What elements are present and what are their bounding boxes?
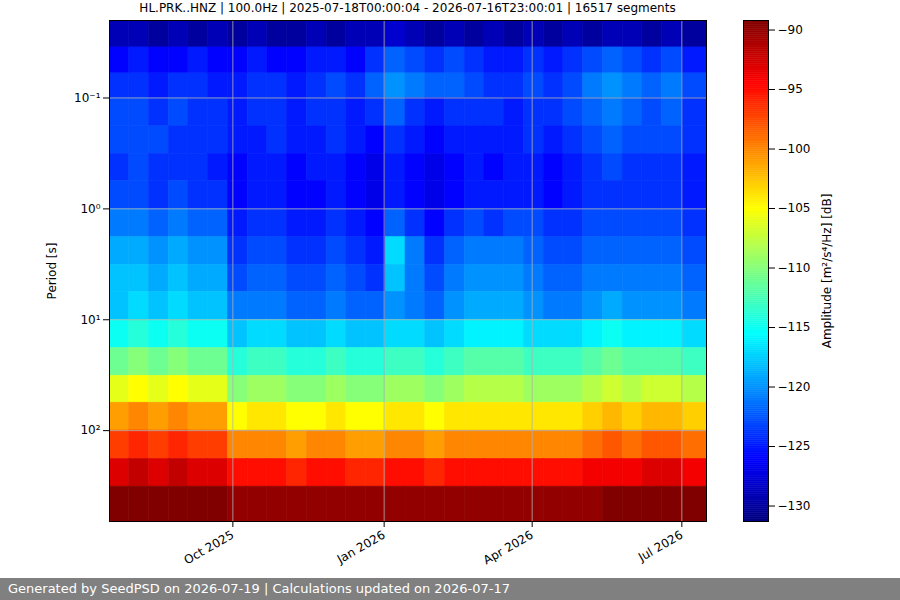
svg-text:Jan 2026: Jan 2026 <box>334 528 388 567</box>
html-text:HL.PRK..HNZ | 100.0Hz | 2025-0: HL.PRK..HNZ | 100.0Hz | 2025-07-18T00:00… <box>139 1 676 15</box>
svg-text:−95: −95 <box>778 82 803 96</box>
html-text:Generated by SeedPSD on 2026-0: Generated by SeedPSD on 2026-07-19 | Cal… <box>8 581 510 596</box>
svg-text:−105: −105 <box>778 201 811 215</box>
svg-text:−130: −130 <box>778 499 811 513</box>
svg-text:10²: 10² <box>80 423 100 437</box>
svg-text:Amplitude [m²/s⁴/Hz] [dB]: Amplitude [m²/s⁴/Hz] [dB] <box>820 194 834 349</box>
svg-text:Jul 2026: Jul 2026 <box>635 528 685 565</box>
svg-text:10¹: 10¹ <box>80 313 100 327</box>
svg-text:10⁰: 10⁰ <box>80 202 100 216</box>
svg-text:−100: −100 <box>778 142 811 156</box>
svg-text:−120: −120 <box>778 380 811 394</box>
svg-text:Period [s]: Period [s] <box>45 243 59 300</box>
svg-text:−90: −90 <box>778 23 803 37</box>
svg-text:Apr 2026: Apr 2026 <box>481 528 536 568</box>
svg-text:10⁻¹: 10⁻¹ <box>74 91 101 105</box>
svg-text:−110: −110 <box>778 261 811 275</box>
svg-text:−115: −115 <box>778 320 811 334</box>
svg-text:−125: −125 <box>778 439 811 453</box>
svg-text:Oct 2025: Oct 2025 <box>182 528 237 568</box>
